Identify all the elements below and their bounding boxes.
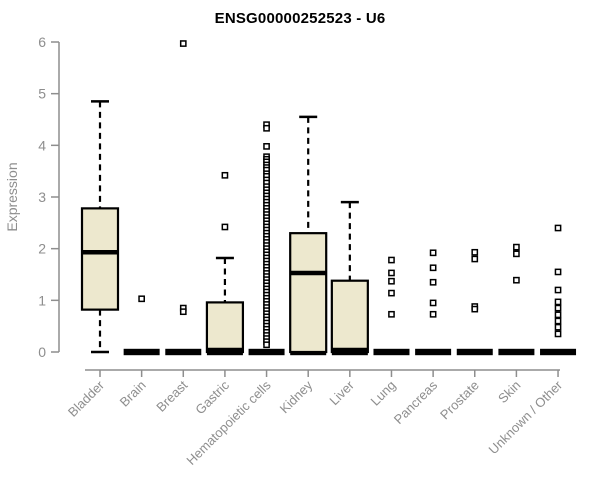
y-axis-label: Expression [4, 162, 20, 232]
zero-bar [456, 348, 493, 356]
y-tick-label: 5 [38, 86, 46, 102]
outlier-point [429, 249, 437, 257]
chart-title: ENSG00000252523 - U6 [214, 10, 386, 27]
outlier-point [388, 277, 395, 285]
outlier-point [221, 171, 229, 179]
outlier-point [471, 248, 479, 256]
x-category-label: Gastric [192, 377, 232, 417]
outlier-point [263, 143, 270, 150]
y-tick-label: 1 [38, 292, 46, 308]
x-category-label: Brain [117, 378, 149, 410]
x-category-label: Bladder [65, 377, 108, 420]
outlier-point [554, 330, 562, 338]
outlier-point [554, 268, 562, 276]
zero-bar [165, 348, 202, 356]
outlier-point [513, 250, 520, 258]
box [289, 232, 328, 354]
outlier-point [388, 256, 395, 264]
outlier-point [263, 341, 270, 349]
outlier-point [263, 124, 270, 132]
zero-bar [123, 348, 160, 356]
outlier-point [513, 276, 520, 284]
outlier-point [429, 278, 437, 286]
x-category-label: Pancreas [391, 377, 441, 427]
x-category-label: Kidney [277, 377, 316, 416]
box [80, 207, 120, 311]
box [330, 279, 369, 354]
x-category-label: Breast [153, 377, 190, 414]
x-category-label: Prostate [437, 378, 482, 423]
outlier-point [554, 323, 562, 331]
outlier-point [429, 310, 437, 318]
outlier-point [179, 308, 187, 316]
outlier-point [138, 295, 145, 303]
y-tick-label: 4 [38, 137, 46, 153]
box [205, 301, 245, 354]
outlier-point [179, 40, 187, 47]
y-tick-label: 3 [38, 189, 46, 205]
outlier-point [513, 243, 520, 251]
outlier-point [554, 311, 562, 319]
x-category-label: Skin [495, 378, 523, 406]
outlier-point [221, 223, 229, 231]
zero-bar [540, 348, 577, 356]
outlier-point [554, 317, 562, 325]
outlier-point [471, 255, 479, 263]
outlier-point [554, 224, 562, 232]
y-tick-label: 2 [38, 241, 46, 257]
outlier-point [554, 298, 562, 306]
x-category-label: Liver [326, 377, 357, 408]
outlier-point [388, 289, 395, 297]
outlier-point [388, 269, 395, 277]
outlier-point [429, 264, 437, 272]
x-category-label: Unknown / Other [486, 377, 566, 457]
y-tick-label: 6 [38, 34, 46, 50]
y-tick-label: 0 [38, 344, 46, 360]
zero-bar [373, 348, 410, 356]
x-category-label: Lung [368, 378, 399, 409]
outlier-point [554, 304, 562, 312]
outlier-point [471, 305, 479, 313]
zero-bar [248, 348, 285, 356]
zero-bar [498, 348, 535, 356]
outlier-point [554, 286, 562, 294]
outlier-point [429, 299, 437, 307]
outlier-point [388, 310, 395, 318]
zero-bar [415, 348, 452, 356]
